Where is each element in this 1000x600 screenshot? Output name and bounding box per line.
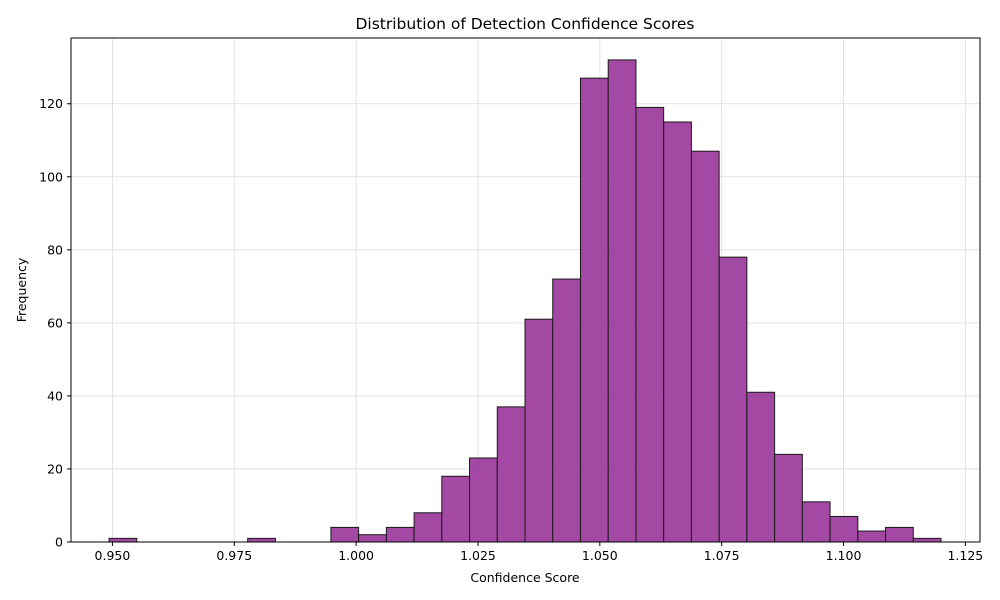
y-tick-label: 120 bbox=[39, 96, 63, 111]
histogram-bar bbox=[441, 475, 471, 543]
x-axis-ticks: 0.950 0.975 1.000 1.025 1.050 1.075 1.100 1.125 bbox=[95, 542, 983, 563]
histogram-bar bbox=[413, 512, 443, 543]
y-tick-label: 100 bbox=[39, 169, 63, 184]
y-tick-label: 40 bbox=[47, 388, 63, 403]
y-axis-ticks: 0 20 40 60 80 100 120 bbox=[39, 96, 71, 550]
histogram-bar bbox=[829, 515, 859, 543]
x-tick-label: 1.100 bbox=[826, 548, 862, 563]
histogram-bar bbox=[635, 106, 665, 543]
x-tick-label: 1.025 bbox=[460, 548, 496, 563]
x-tick-label: 1.000 bbox=[338, 548, 374, 563]
y-tick-label: 0 bbox=[55, 535, 63, 550]
histogram-bar bbox=[718, 256, 748, 543]
histogram-bar bbox=[912, 537, 942, 543]
x-tick-label: 1.125 bbox=[947, 548, 983, 563]
x-tick-label: 1.075 bbox=[704, 548, 740, 563]
x-axis-label: Confidence Score bbox=[470, 570, 580, 585]
histogram-bar bbox=[108, 537, 138, 543]
y-axis-label: Frequency bbox=[14, 257, 29, 322]
x-tick-label: 0.975 bbox=[216, 548, 252, 563]
histogram-bar bbox=[607, 59, 637, 543]
x-tick-label: 0.950 bbox=[95, 548, 131, 563]
histogram-bar bbox=[385, 526, 415, 543]
histogram-bar bbox=[496, 406, 526, 543]
histogram-bar bbox=[552, 278, 581, 543]
histogram-bar bbox=[469, 457, 498, 543]
bars bbox=[108, 59, 942, 543]
histogram-bar bbox=[690, 150, 720, 543]
y-tick-label: 20 bbox=[47, 461, 63, 476]
x-tick-label: 1.050 bbox=[582, 548, 618, 563]
y-tick-label: 60 bbox=[47, 315, 63, 330]
histogram-bar bbox=[774, 453, 803, 543]
plot-frame bbox=[70, 37, 981, 543]
histogram-bar bbox=[663, 121, 692, 543]
histogram-bar bbox=[247, 537, 276, 543]
histogram-bar bbox=[330, 526, 360, 543]
histogram-bar bbox=[524, 318, 554, 543]
histogram-bar bbox=[579, 77, 609, 543]
histogram-bar bbox=[746, 391, 776, 543]
chart-title: Distribution of Detection Confidence Sco… bbox=[355, 15, 694, 33]
histogram-bar bbox=[358, 534, 387, 543]
y-tick-label: 80 bbox=[47, 242, 63, 257]
histogram-bar bbox=[885, 526, 914, 543]
histogram-bar bbox=[801, 501, 831, 543]
histogram-bar bbox=[857, 530, 887, 543]
